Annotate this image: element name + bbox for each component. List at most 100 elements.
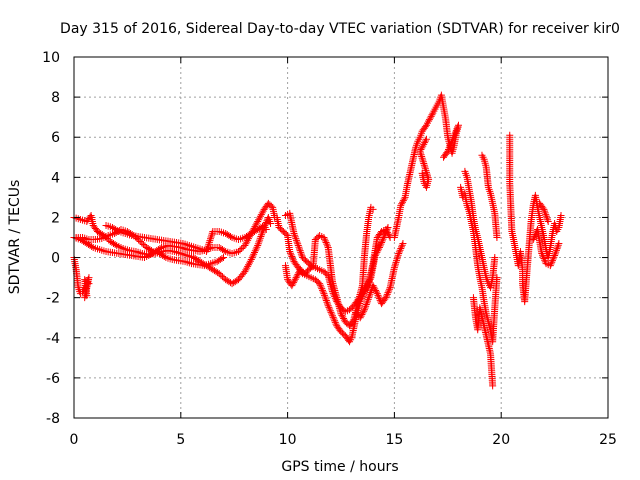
data-point-fill: [226, 232, 234, 240]
data-point-fill: [452, 128, 460, 136]
data-point-fill: [293, 238, 301, 246]
data-point-fill: [448, 137, 456, 145]
data-point-fill: [419, 156, 427, 164]
data-point-fill: [288, 253, 296, 261]
y-tick-label: -2: [46, 291, 60, 307]
data-point-fill: [420, 140, 428, 148]
y-tick-label: 6: [51, 130, 60, 146]
data-point: [294, 242, 302, 250]
data-point-fill: [244, 262, 252, 270]
data-point-fill: [441, 152, 449, 160]
data-point-fill: [208, 231, 216, 239]
data-point-fill: [253, 243, 261, 251]
data-point-fill: [359, 309, 367, 317]
data-point-fill: [548, 257, 556, 265]
data-point: [369, 205, 377, 213]
data-point-fill: [294, 240, 302, 248]
data-point: [551, 252, 559, 260]
data-point: [328, 312, 336, 320]
data-point-fill: [553, 245, 561, 253]
data-point: [382, 294, 390, 302]
data-point-fill: [383, 225, 391, 233]
data-point-fill: [395, 248, 403, 256]
data-point-fill: [375, 293, 383, 301]
data-point-fill: [454, 123, 462, 131]
data-point-fill: [424, 172, 432, 180]
data-point: [220, 254, 228, 262]
data-point-fill: [138, 239, 146, 247]
data-point-fill: [88, 243, 96, 251]
data-point-fill: [399, 197, 407, 205]
data-points: [70, 91, 565, 390]
data-point-fill: [330, 315, 338, 323]
data-point-fill: [365, 279, 373, 287]
series-trace-a: [70, 211, 275, 288]
data-point-fill: [156, 245, 164, 253]
data-point-fill: [321, 293, 329, 301]
data-point-fill: [340, 315, 348, 323]
data-point-fill: [339, 313, 347, 321]
y-axis-label: SDTVAR / TECUs: [7, 180, 23, 295]
data-point-fill: [245, 259, 253, 267]
data-point-fill: [84, 278, 92, 286]
data-point-fill: [542, 211, 550, 219]
data-point-fill: [292, 235, 300, 243]
data-point-fill: [373, 248, 381, 256]
data-point-fill: [249, 252, 257, 260]
data-point-fill: [397, 245, 405, 253]
data-point-fill: [417, 146, 425, 154]
data-point: [290, 229, 298, 237]
series-trace-k: [457, 151, 501, 390]
data-point-fill: [207, 235, 215, 243]
data-point: [390, 264, 398, 272]
data-point-fill: [377, 240, 385, 248]
data-point-fill: [308, 263, 316, 271]
data-point-fill: [554, 243, 562, 251]
data-point: [288, 282, 296, 290]
data-point-fill: [296, 245, 304, 253]
data-point-fill: [332, 320, 340, 328]
data-point-fill: [248, 254, 256, 262]
data-point-fill: [296, 247, 304, 255]
data-point-fill: [236, 246, 244, 254]
data-point: [489, 382, 497, 390]
data-point-fill: [383, 292, 391, 300]
data-point-fill: [290, 278, 298, 286]
data-point-fill: [257, 232, 265, 240]
data-point-fill: [425, 116, 433, 124]
data-point-fill: [419, 142, 427, 150]
data-point-fill: [391, 260, 399, 268]
data-point-fill: [286, 249, 294, 257]
data-point-fill: [135, 236, 143, 244]
data-point-fill: [258, 209, 266, 217]
data-point-fill: [338, 311, 346, 319]
data-point: [422, 135, 430, 143]
series-trace-h: [281, 203, 377, 330]
data-point-fill: [318, 285, 326, 293]
data-point-fill: [418, 144, 426, 152]
data-point-fill: [321, 291, 329, 299]
series-trace-e: [102, 221, 270, 256]
data-point-fill: [220, 247, 228, 255]
data-point-fill: [421, 139, 429, 147]
data-point-fill: [551, 250, 559, 258]
x-tick-label: 5: [176, 432, 185, 448]
data-point-fill: [207, 233, 215, 241]
data-point-fill: [381, 230, 389, 238]
data-point-fill: [218, 273, 226, 281]
data-point: [544, 217, 552, 225]
data-point-fill: [326, 307, 334, 315]
data-point-fill: [380, 232, 388, 240]
data-point: [397, 201, 405, 209]
data-point-fill: [357, 312, 365, 320]
data-point-fill: [256, 214, 264, 222]
data-point-fill: [552, 246, 560, 254]
data-point-fill: [453, 125, 461, 133]
data-point: [234, 248, 242, 256]
data-point-fill: [422, 168, 430, 176]
data-point-fill: [242, 266, 250, 274]
y-tick-label: 2: [51, 210, 60, 226]
data-point-fill: [363, 299, 371, 307]
data-point-fill: [445, 146, 453, 154]
data-point: [395, 250, 403, 258]
